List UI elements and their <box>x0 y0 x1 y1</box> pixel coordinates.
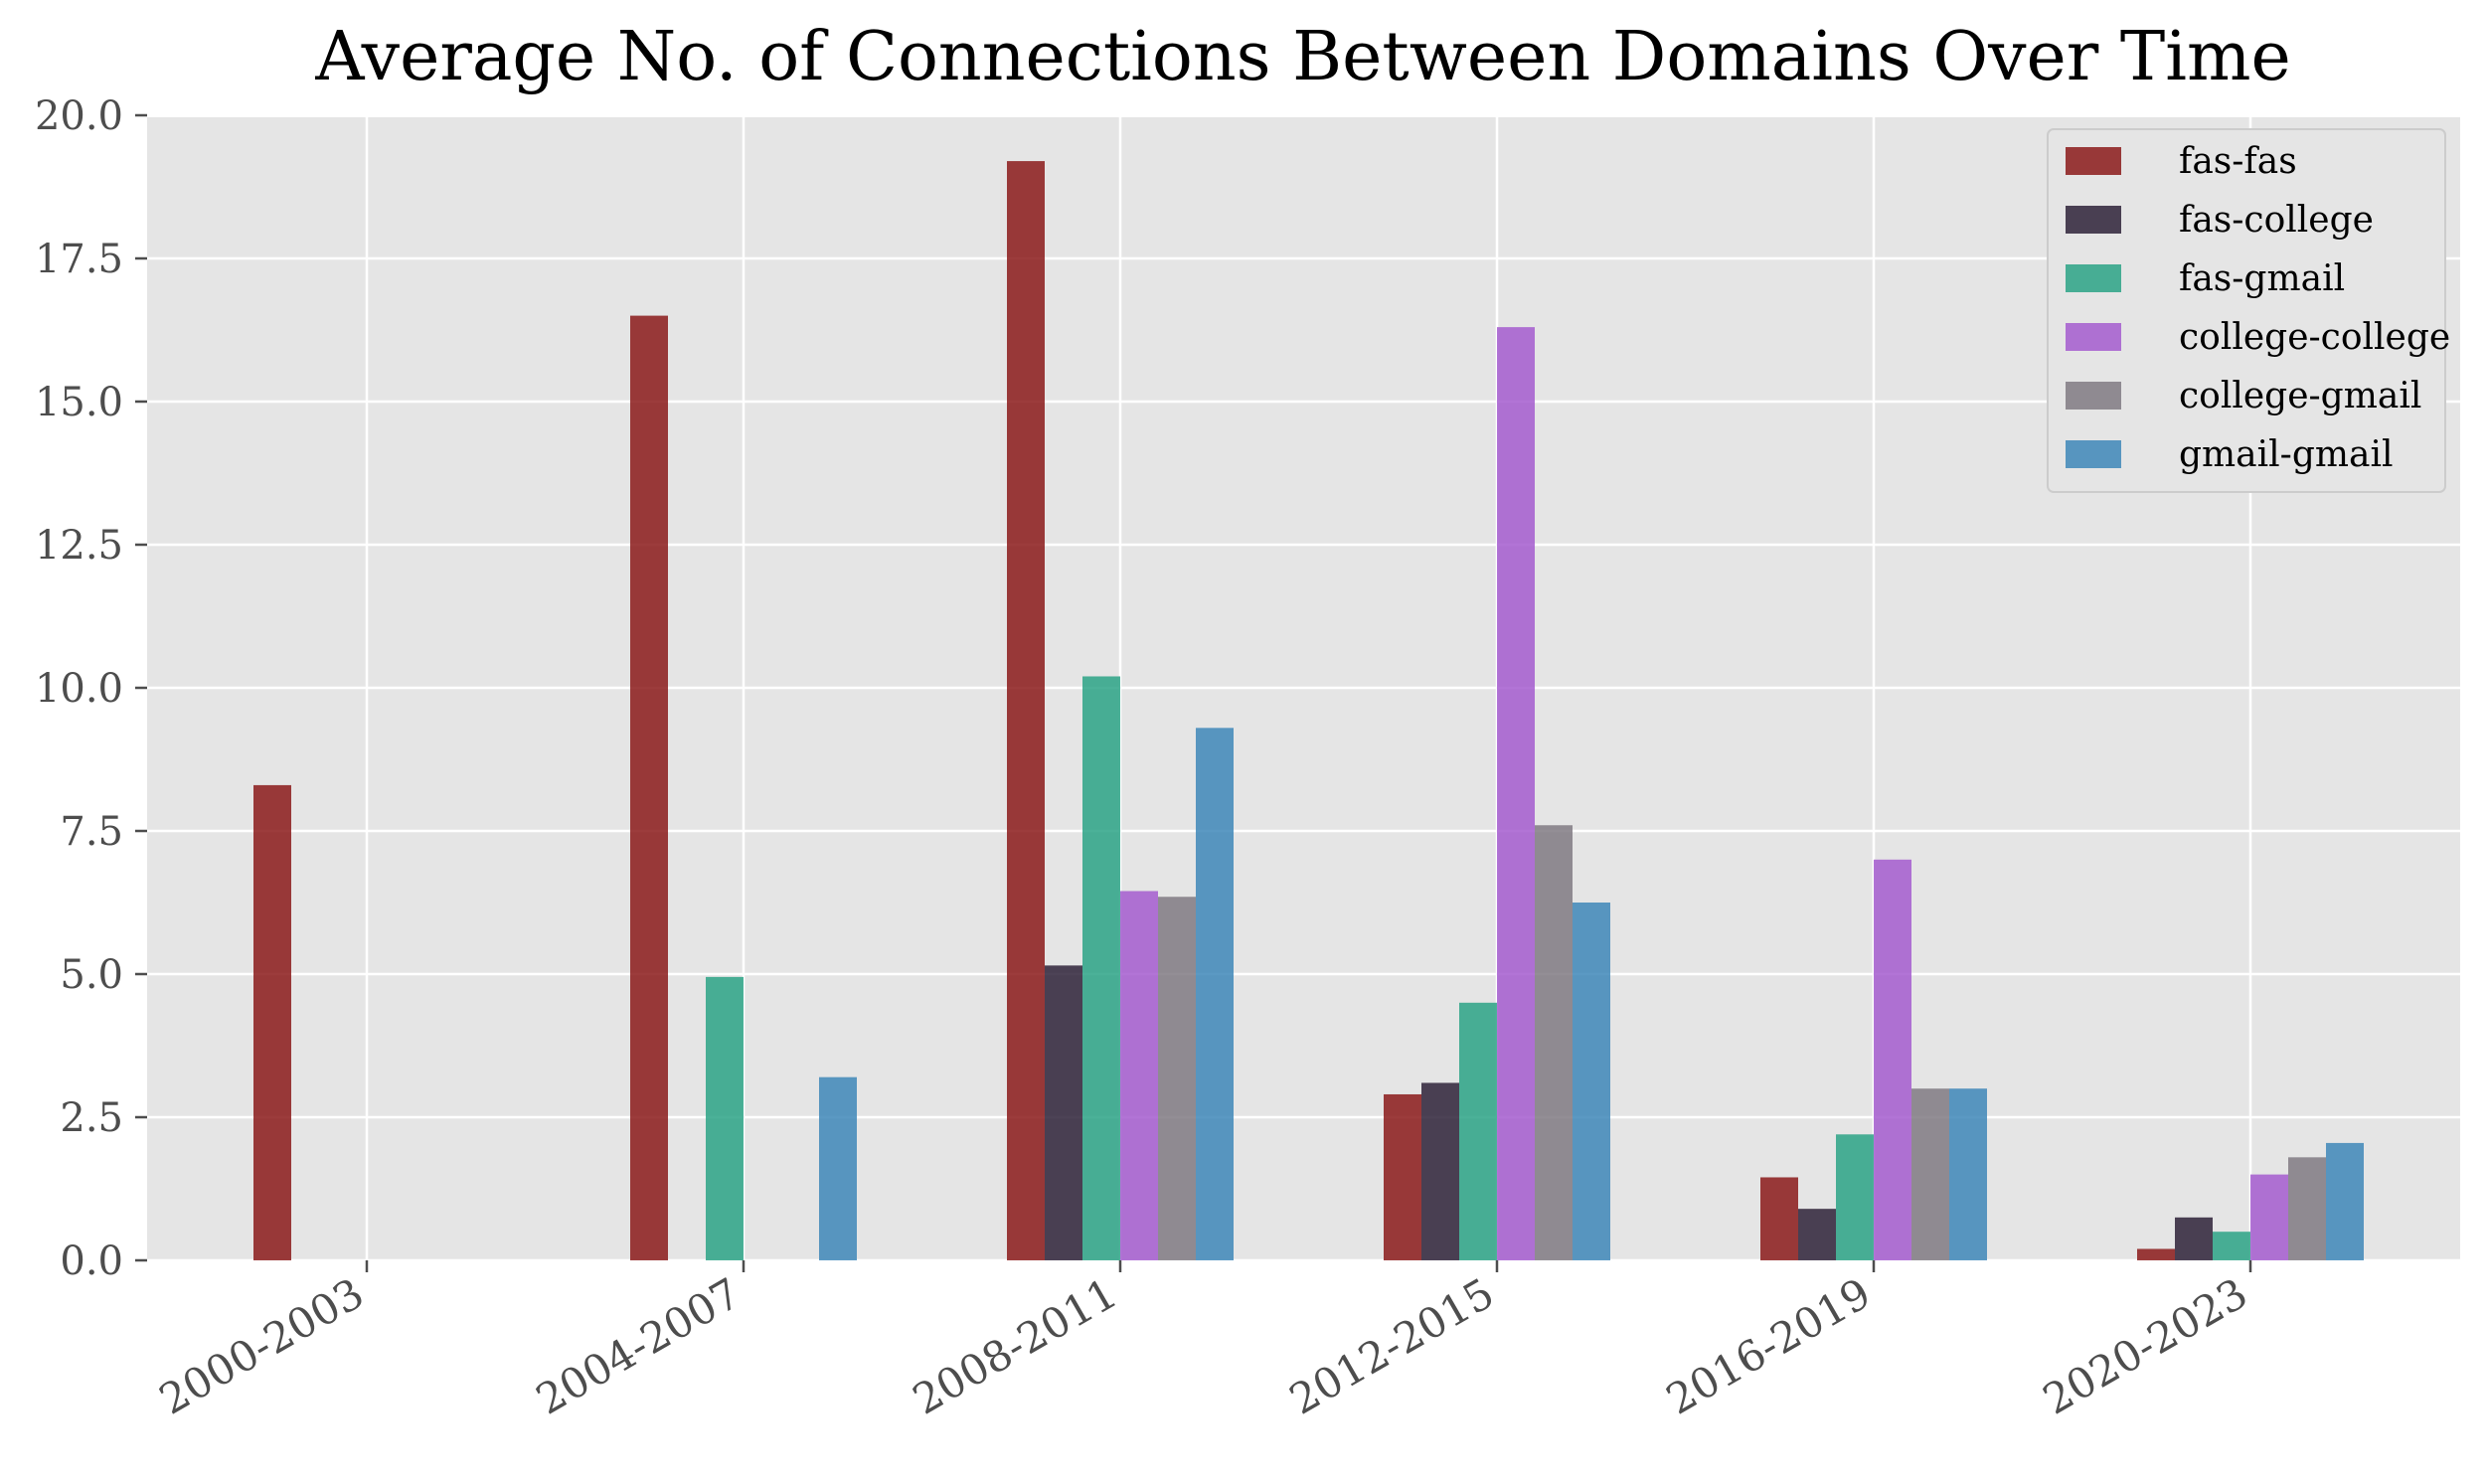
bar-fas-gmail-2012-2015 <box>1459 1002 1497 1260</box>
bar-fas-college-2020-2023 <box>2175 1217 2213 1260</box>
bar-fas-fas-2016-2019 <box>1760 1177 1798 1260</box>
bar-fas-fas-2012-2015 <box>1384 1093 1421 1260</box>
x-tick-label: 2012-2015 <box>1281 1268 1502 1423</box>
y-tick-label: 0.0 <box>60 1238 123 1284</box>
legend: fas-fas fas-college fas-gmail college-colle… <box>2047 128 2450 493</box>
legend-swatch-fas-gmail <box>2066 264 2121 292</box>
y-tick-label: 20.0 <box>35 93 123 139</box>
legend-swatch-college-gmail <box>2066 382 2121 410</box>
bar-fas-gmail-2020-2023 <box>2213 1232 2250 1260</box>
legend-box <box>2047 128 2446 493</box>
y-tick-label: 5.0 <box>60 952 123 998</box>
bar-fas-gmail-2008-2011 <box>1082 676 1120 1260</box>
bar-college-gmail-2016-2019 <box>1911 1088 1949 1260</box>
x-tick-label: 2020-2023 <box>2035 1268 2255 1423</box>
legend-label-fas-gmail: fas-gmail <box>2179 258 2345 299</box>
y-axis: 0.0 2.5 5.0 7.5 10.0 12.5 15.0 17.5 20.0 <box>35 93 147 1284</box>
bar-fas-fas-2008-2011 <box>1007 161 1045 1261</box>
legend-label-fas-college: fas-college <box>2179 200 2374 241</box>
bar-college-college-2020-2023 <box>2250 1174 2288 1260</box>
bar-gmail-gmail-2016-2019 <box>1949 1088 1987 1260</box>
bar-fas-fas-2000-2003 <box>253 784 291 1260</box>
bar-fas-gmail-2004-2007 <box>706 976 744 1260</box>
bar-college-gmail-2020-2023 <box>2288 1157 2326 1260</box>
bar-fas-college-2012-2015 <box>1421 1082 1459 1260</box>
bar-gmail-gmail-2012-2015 <box>1573 903 1610 1260</box>
y-tick-label: 12.5 <box>35 523 123 569</box>
bar-fas-college-2016-2019 <box>1798 1209 1836 1260</box>
bar-college-gmail-2012-2015 <box>1535 825 1573 1260</box>
y-tick-label: 10.0 <box>35 666 123 712</box>
legend-label-college-college: college-college <box>2179 317 2450 358</box>
y-tick-label: 15.0 <box>35 380 123 425</box>
bars <box>253 161 2364 1261</box>
bar-fas-gmail-2016-2019 <box>1836 1134 1874 1260</box>
x-tick-label: 2008-2011 <box>905 1268 1125 1423</box>
y-tick-label: 2.5 <box>60 1095 123 1141</box>
bar-college-college-2016-2019 <box>1874 859 1911 1260</box>
bar-gmail-gmail-2020-2023 <box>2326 1142 2364 1260</box>
bar-gmail-gmail-2004-2007 <box>819 1076 857 1260</box>
bar-gmail-gmail-2008-2011 <box>1196 728 1234 1260</box>
legend-swatch-fas-fas <box>2066 147 2121 175</box>
bar-fas-college-2008-2011 <box>1045 965 1082 1260</box>
bar-college-college-2012-2015 <box>1497 327 1535 1260</box>
bar-fas-fas-2020-2023 <box>2137 1248 2175 1260</box>
x-tick-label: 2004-2007 <box>528 1268 748 1423</box>
y-tick-label: 17.5 <box>35 237 123 282</box>
x-tick-label: 2016-2019 <box>1658 1268 1879 1423</box>
legend-label-fas-fas: fas-fas <box>2179 141 2297 182</box>
bar-college-college-2008-2011 <box>1120 891 1158 1260</box>
legend-label-gmail-gmail: gmail-gmail <box>2179 434 2394 475</box>
legend-label-college-gmail: college-gmail <box>2179 376 2421 416</box>
y-tick-label: 7.5 <box>60 809 123 855</box>
x-tick-label: 2000-2003 <box>151 1268 372 1423</box>
chart-title: Average No. of Connections Between Domai… <box>314 18 2290 96</box>
bar-fas-fas-2004-2007 <box>630 315 668 1261</box>
legend-swatch-college-college <box>2066 323 2121 351</box>
legend-swatch-fas-college <box>2066 206 2121 234</box>
bar-college-gmail-2008-2011 <box>1158 897 1196 1260</box>
legend-swatch-gmail-gmail <box>2066 440 2121 468</box>
x-axis: 2000-2003 2004-2007 2008-2011 2012-2015 2016… <box>151 1260 2255 1424</box>
